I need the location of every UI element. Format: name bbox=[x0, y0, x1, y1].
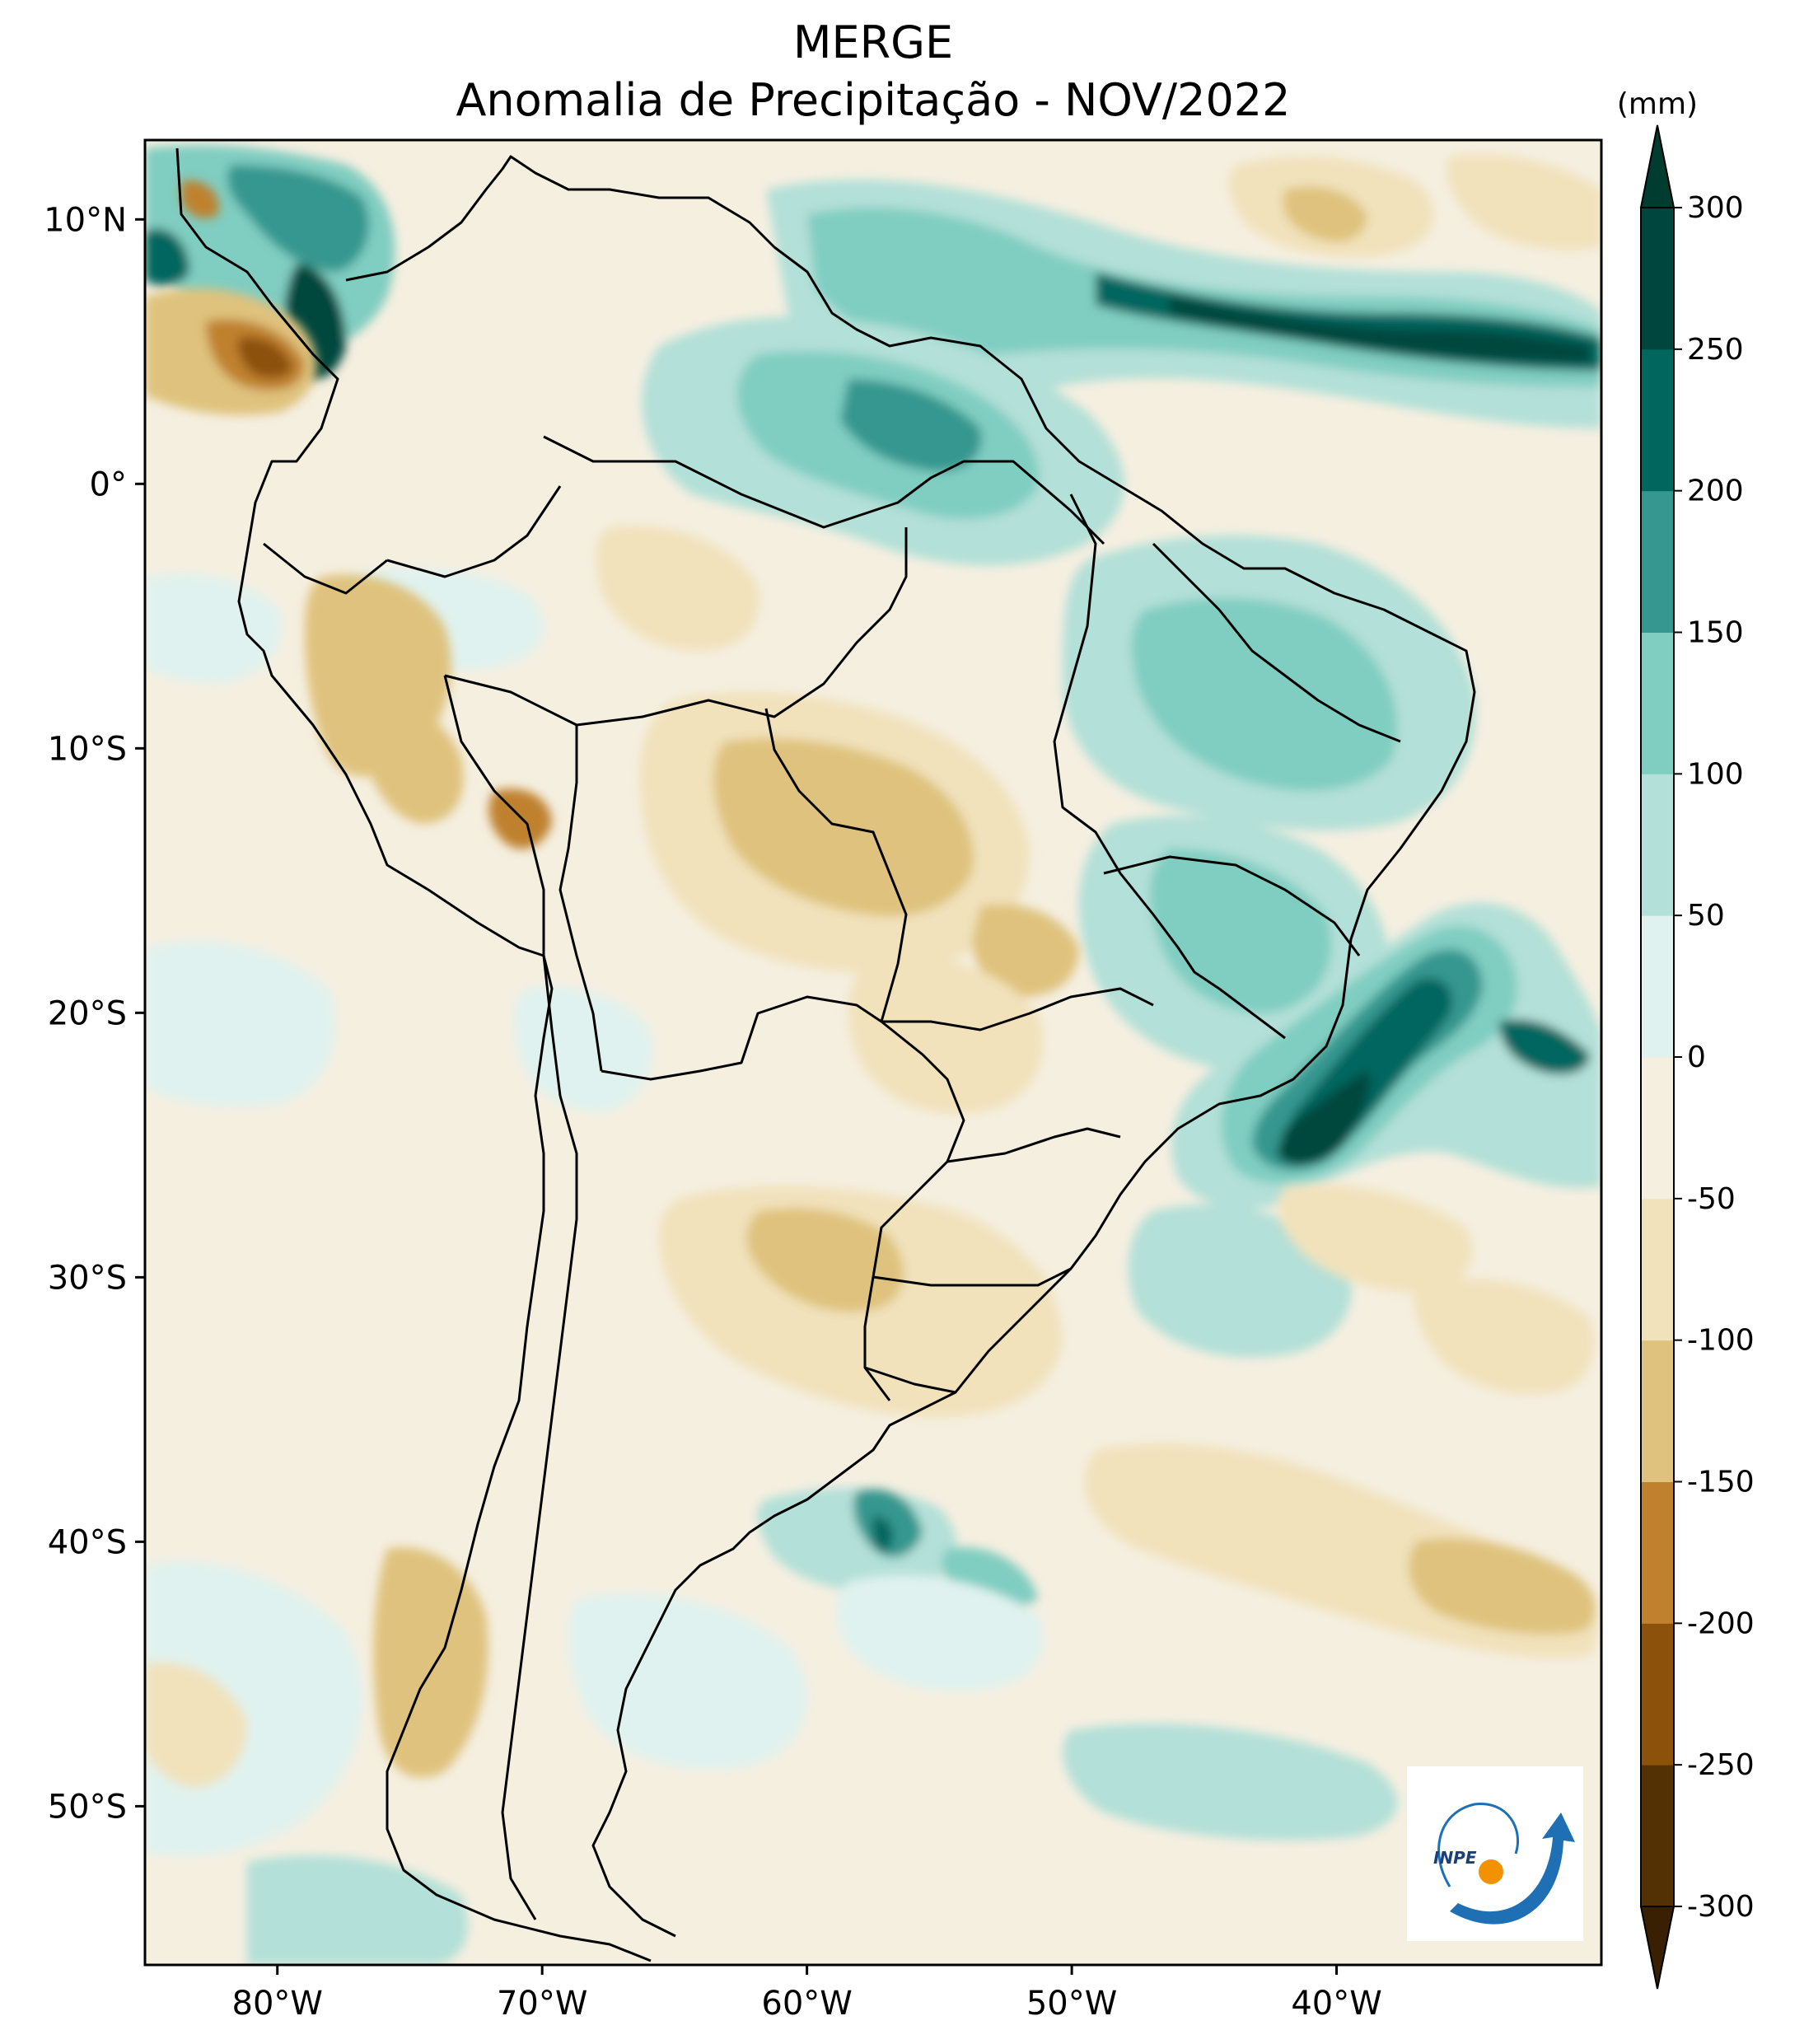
border-peru-brazil bbox=[444, 527, 908, 727]
border-colombia-ecuador bbox=[386, 485, 562, 578]
colorbar-segment bbox=[1641, 1765, 1674, 1907]
colorbar-segment bbox=[1641, 490, 1674, 633]
lon-tick-label: 60°W bbox=[761, 1985, 852, 2023]
political-boundaries bbox=[175, 147, 1476, 1962]
colorbar-segment bbox=[1641, 774, 1674, 916]
border-northeast-states bbox=[1152, 542, 1401, 743]
border-chile-bolivia bbox=[443, 675, 545, 956]
colorbar-over-arrow bbox=[1639, 124, 1675, 208]
atlantic-coastline bbox=[345, 155, 1476, 1938]
dry-anomaly-regions bbox=[145, 154, 1601, 1788]
longitude-axis: 80°W 70°W 60°W 50°W 40°W bbox=[232, 1965, 1382, 2023]
lat-tick-label: 10°S bbox=[48, 730, 127, 768]
lat-tick-label: 10°N bbox=[44, 201, 127, 239]
border-chile-argentina bbox=[501, 955, 578, 1920]
map-subtitle: Anomalia de Precipitação - NOV/2022 bbox=[456, 74, 1291, 126]
lat-tick-label: 50°S bbox=[48, 1788, 127, 1826]
lat-tick-label: 20°S bbox=[48, 994, 127, 1032]
lon-tick-label: 40°W bbox=[1291, 1985, 1381, 2023]
lat-tick-label: 0° bbox=[90, 465, 127, 503]
colorbar-segment bbox=[1641, 208, 1674, 350]
colorbar-tick-label: -250 bbox=[1687, 1748, 1755, 1782]
pacific-coastline bbox=[175, 147, 652, 1962]
colorbar-tick-label: 150 bbox=[1687, 616, 1744, 650]
lat-tick-label: 40°S bbox=[48, 1523, 127, 1561]
inpe-logo: INPE bbox=[1407, 1766, 1583, 1941]
colorbar-tick-label: 300 bbox=[1687, 191, 1744, 225]
border-minas bbox=[1103, 855, 1361, 957]
logo-sun-icon bbox=[1479, 1859, 1503, 1884]
colorbar-segment bbox=[1641, 348, 1674, 492]
colorbar-tick-label: -200 bbox=[1687, 1607, 1755, 1640]
colorbar-tick-label: 100 bbox=[1687, 757, 1744, 791]
map-title: MERGE bbox=[792, 16, 954, 68]
map-frame bbox=[143, 138, 1603, 1967]
lon-tick-label: 50°W bbox=[1026, 1985, 1117, 2023]
anomaly-field: INPE bbox=[145, 140, 1601, 1965]
border-uruguay bbox=[864, 1366, 956, 1394]
colorbar-segment bbox=[1641, 632, 1674, 774]
colorbar-tick-label: -150 bbox=[1687, 1466, 1755, 1499]
colorbar-tick-label: 250 bbox=[1687, 333, 1744, 367]
logo-text: INPE bbox=[1433, 1848, 1477, 1868]
lon-tick-label: 80°W bbox=[232, 1985, 323, 2023]
colorbar-segment bbox=[1641, 915, 1674, 1058]
colorbar-segment bbox=[1641, 1057, 1674, 1200]
border-argentina bbox=[601, 995, 965, 1401]
border-goias-ms bbox=[881, 987, 1154, 1031]
colorbar-tick-label: 50 bbox=[1687, 899, 1725, 933]
lat-tick-label: 30°S bbox=[48, 1259, 127, 1297]
logo-arrow-icon bbox=[1450, 1812, 1575, 1925]
border-rio-grande bbox=[872, 1267, 1072, 1287]
colorbar-tick-label: -300 bbox=[1687, 1890, 1755, 1924]
border-mato-grosso bbox=[764, 708, 908, 1022]
colorbar: -300 -250 -200 -150 -100 -50 0 50 100 150 200 250 30… bbox=[1639, 124, 1755, 1990]
wet-anomaly-regions bbox=[145, 145, 1601, 1965]
colorbar-segment bbox=[1641, 1198, 1674, 1341]
colorbar-tick-label: -100 bbox=[1687, 1324, 1755, 1358]
colorbar-tick-label: 0 bbox=[1687, 1041, 1706, 1074]
latitude-axis: 10°N 0° 10°S 20°S 30°S 40°S 50°S bbox=[44, 201, 145, 1826]
border-ecuador-peru bbox=[263, 542, 388, 595]
colorbar-tick-label: -50 bbox=[1687, 1182, 1736, 1216]
border-bolivia bbox=[558, 725, 603, 1072]
colorbar-segment bbox=[1641, 1481, 1674, 1624]
colorbar-under-arrow bbox=[1639, 1906, 1675, 1990]
lon-tick-label: 70°W bbox=[497, 1985, 587, 2023]
logo-orbit-icon bbox=[1437, 1803, 1520, 1887]
colorbar-segment bbox=[1641, 1340, 1674, 1482]
border-tocantins-bahia bbox=[1053, 493, 1286, 1040]
colorbar-tick-label: 200 bbox=[1687, 475, 1744, 508]
border-north bbox=[543, 435, 1105, 545]
colorbar-unit: (mm) bbox=[1617, 87, 1698, 121]
border-parana bbox=[946, 1127, 1121, 1163]
colorbar-segment bbox=[1641, 1623, 1674, 1766]
